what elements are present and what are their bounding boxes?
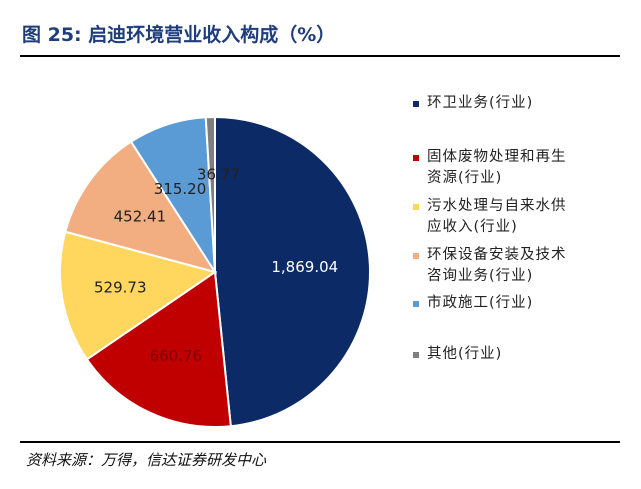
pie-slice-2 <box>59 230 218 361</box>
legend-marker-1 <box>413 155 419 161</box>
legend-label-5: 其他(行业) <box>427 346 503 362</box>
pie-value-label-0: 1,869.04 <box>271 258 338 276</box>
title-divider <box>20 55 620 57</box>
legend-label-2: 污水处理与自来水供 应收入(行业) <box>427 198 567 235</box>
pie-value-label-4: 315.20 <box>154 180 207 198</box>
legend-item-5: 其他(行业) <box>413 344 502 365</box>
legend-item-2: 污水处理与自来水供 应收入(行业) <box>413 196 567 238</box>
legend-item-3: 环保设备安装及技术 咨询业务(行业) <box>413 245 567 287</box>
pie-slice-5 <box>204 115 216 273</box>
legend-label-1: 固体废物处理和再生 资源(行业) <box>427 149 567 186</box>
pie-value-label-1: 660.76 <box>150 347 203 365</box>
pie-value-label-2: 529.73 <box>94 279 147 297</box>
source-note: 资料来源：万得，信达证券研发中心 <box>26 451 267 469</box>
legend-marker-5 <box>413 352 419 358</box>
footer-divider <box>20 441 620 443</box>
legend-label-0: 环卫业务(行业) <box>427 95 534 111</box>
pie-value-label-3: 452.41 <box>114 208 167 226</box>
legend-item-1: 固体废物处理和再生 资源(行业) <box>413 147 567 189</box>
pie-value-label-5: 36.77 <box>197 166 240 184</box>
chart-title: 图 25: 启迪环境营业收入构成（%） <box>22 24 336 46</box>
legend-label-4: 市政施工(行业) <box>427 295 534 311</box>
pie-slice-0 <box>214 115 371 428</box>
legend-item-0: 环卫业务(行业) <box>413 93 533 114</box>
pie-slice-3 <box>64 140 218 274</box>
legend-label-3: 环保设备安装及技术 咨询业务(行业) <box>427 247 567 284</box>
legend-marker-2 <box>413 204 419 210</box>
pie-slice-1 <box>85 270 232 428</box>
legend-marker-0 <box>413 101 419 107</box>
legend-item-4: 市政施工(行业) <box>413 293 533 314</box>
legend-marker-4 <box>413 301 419 307</box>
legend-marker-3 <box>413 253 419 259</box>
